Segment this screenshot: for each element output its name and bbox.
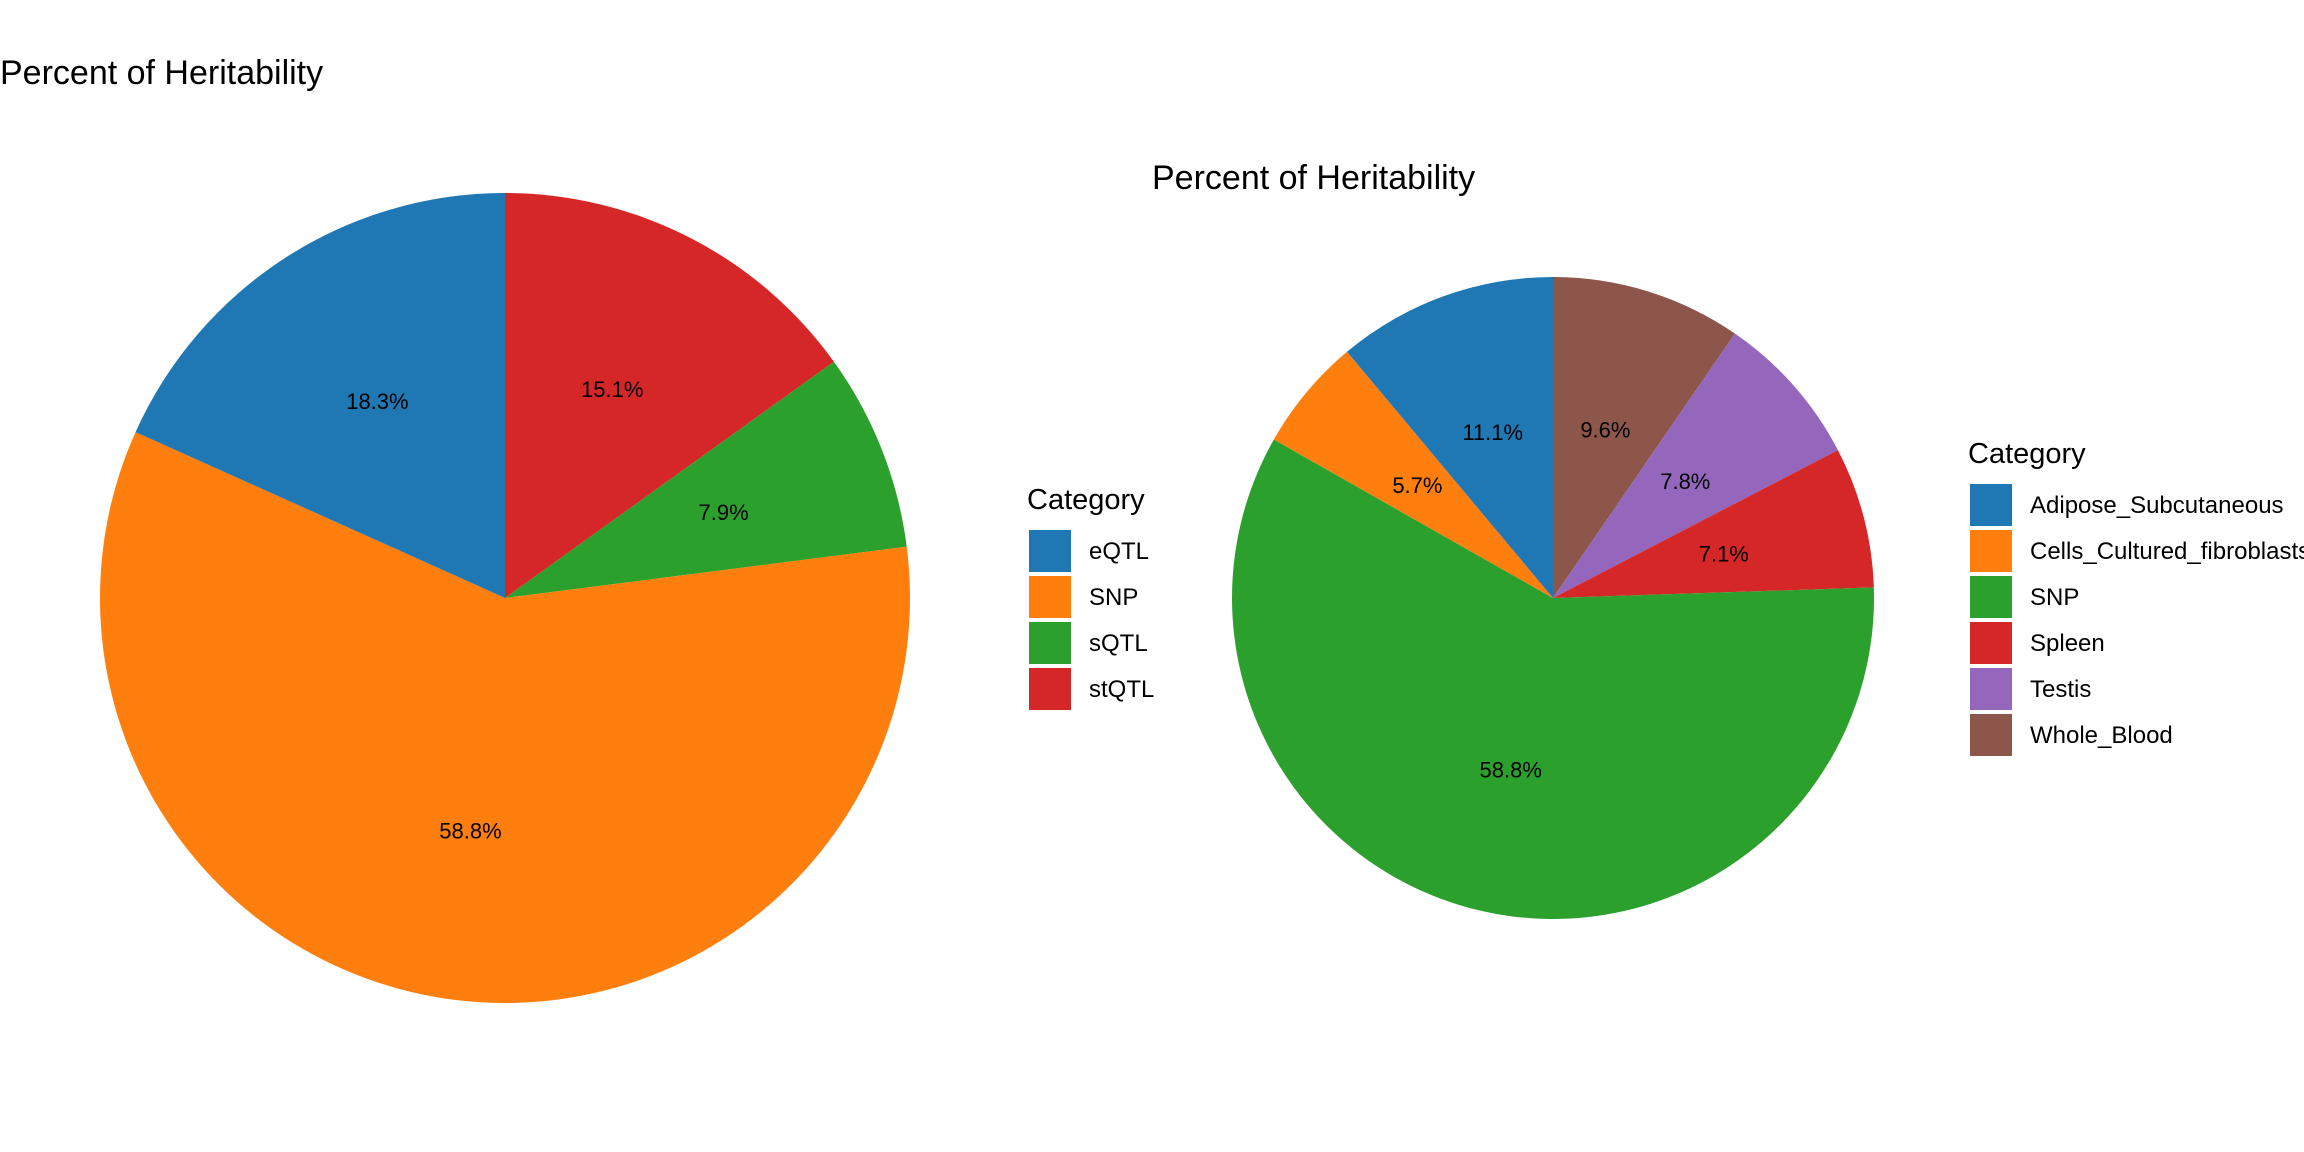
slice-label-eqtl: 18.3% bbox=[346, 389, 408, 414]
slice-label-testis: 7.8% bbox=[1660, 469, 1710, 494]
legend-label-cells-cultured-fibroblasts: Cells_Cultured_fibroblasts bbox=[2030, 538, 2304, 565]
legend-label-sqtl: sQTL bbox=[1089, 630, 1148, 657]
slice-label-spleen: 7.1% bbox=[1699, 541, 1749, 566]
slice-eqtl bbox=[135, 192, 506, 599]
legend-swatch-snp bbox=[1029, 576, 1071, 618]
pie-2-slice-labels: 9.6% 7.8% 7.1% 58.8% 5.7% 11.1% bbox=[1392, 417, 1749, 782]
slice-snp bbox=[99, 432, 910, 1004]
legend-label-adipose-subcutaneous: Adipose_Subcutaneous bbox=[2030, 492, 2284, 519]
legend-swatch-testis bbox=[1970, 668, 2012, 710]
legend-label-stqtl: stQTL bbox=[1089, 676, 1154, 703]
legend-1-title: Category bbox=[1027, 484, 1145, 516]
chart-2-title: Percent of Heritability bbox=[1152, 159, 1475, 197]
slice-cells-cultured-fibroblasts bbox=[1273, 351, 1553, 598]
slice-label-snp: 58.8% bbox=[439, 818, 501, 843]
legend-label-eqtl: eQTL bbox=[1089, 538, 1149, 565]
legend-label-whole-blood: Whole_Blood bbox=[2030, 722, 2173, 749]
legend-swatch-sqtl bbox=[1029, 622, 1071, 664]
chart-1-title: Percent of Heritability bbox=[0, 54, 323, 92]
legend-swatch-adipose-subcutaneous bbox=[1970, 484, 2012, 526]
slice-label-sqtl: 7.9% bbox=[699, 500, 749, 525]
slice-label-snp: 58.8% bbox=[1480, 757, 1542, 782]
pie-chart-2: Percent of Heritability 9.6% 7.8% 7.1% 58.8… bbox=[1152, 159, 2304, 919]
slice-stqtl bbox=[505, 193, 834, 598]
slice-sqtl bbox=[505, 361, 907, 598]
legend-swatch-cells-cultured-fibroblasts bbox=[1970, 530, 2012, 572]
legend-2-title: Category bbox=[1968, 438, 2086, 470]
pie-chart-1: Percent of Heritability 15.1% 7.9% 58.8% 18… bbox=[0, 54, 1154, 1004]
slice-label-stqtl: 15.1% bbox=[581, 377, 643, 402]
slice-spleen bbox=[1553, 450, 1874, 598]
pie-1-slices bbox=[99, 192, 910, 1004]
legend-label-snp: SNP bbox=[1089, 584, 1138, 611]
slice-whole-blood bbox=[1553, 277, 1735, 598]
slice-adipose-subcutaneous bbox=[1347, 277, 1553, 598]
legend-label-testis: Testis bbox=[2030, 676, 2091, 703]
legend-swatch-spleen bbox=[1970, 622, 2012, 664]
pie-1-slice-labels: 15.1% 7.9% 58.8% 18.3% bbox=[346, 377, 748, 843]
legend-label-spleen: Spleen bbox=[2030, 630, 2105, 657]
legend-label-snp: SNP bbox=[2030, 584, 2079, 611]
pie-2-slices bbox=[1232, 277, 1875, 919]
legend-swatch-eqtl bbox=[1029, 530, 1071, 572]
pie-2-legend: Category Adipose_Subcutaneous Cells_Cultu… bbox=[1968, 438, 2304, 756]
slice-label-cells-cultured-fibroblasts: 5.7% bbox=[1392, 473, 1442, 498]
slice-snp bbox=[1232, 439, 1875, 919]
pie-1-legend: Category eQTL SNP sQTL stQTL bbox=[1027, 484, 1154, 710]
slice-testis bbox=[1553, 333, 1838, 598]
legend-swatch-whole-blood bbox=[1970, 714, 2012, 756]
slice-label-whole-blood: 9.6% bbox=[1580, 417, 1630, 442]
legend-swatch-snp bbox=[1970, 576, 2012, 618]
legend-swatch-stqtl bbox=[1029, 668, 1071, 710]
slice-label-adipose-subcutaneous: 11.1% bbox=[1462, 420, 1523, 445]
